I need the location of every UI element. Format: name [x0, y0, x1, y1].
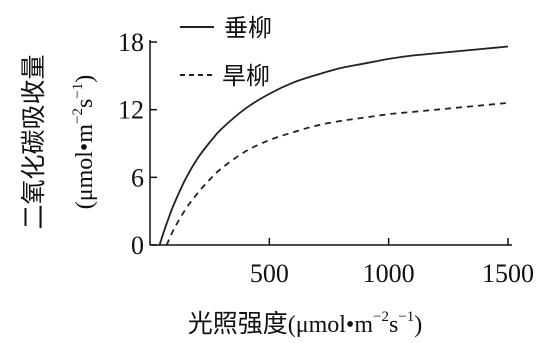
x-ticks: 500 1000 1500 — [250, 238, 534, 288]
series-line-1 — [158, 45, 509, 246]
x-unit-close: ) — [414, 312, 422, 338]
y-unit-sup2: −1 — [70, 83, 86, 99]
x-unit-sup1: −2 — [373, 309, 389, 325]
y-tick-label: 18 — [118, 28, 144, 57]
series-line-2 — [165, 102, 509, 246]
y-tick-label: 6 — [131, 163, 144, 192]
y-unit-mid: s — [72, 99, 98, 108]
y-tick-label: 0 — [131, 231, 144, 260]
y-axis-unit-group: (μmol•m−2s−1) — [70, 75, 98, 210]
x-unit-mid: s — [389, 312, 398, 338]
y-unit-sup1: −2 — [70, 108, 86, 124]
y-unit-close: ) — [72, 75, 98, 83]
y-axis-title-group: 二氧化碳吸收量 — [19, 54, 48, 229]
y-unit-base: (μmol•m — [72, 124, 98, 210]
x-title-text: 光照强度 — [188, 309, 288, 338]
y-axis-unit: (μmol•m−2s−1) — [70, 75, 98, 210]
x-unit-sup2: −1 — [398, 309, 414, 325]
x-tick-label: 500 — [250, 259, 289, 288]
y-ticks: 0 6 12 18 — [118, 28, 157, 260]
x-unit-base: (μmol•m — [288, 312, 374, 338]
y-axis-title: 二氧化碳吸收量 — [19, 54, 48, 229]
x-tick-label: 1500 — [482, 259, 534, 288]
axes — [149, 40, 512, 246]
x-tick-label: 1000 — [363, 259, 415, 288]
x-axis-title: 光照强度(μmol•m−2s−1) — [188, 309, 423, 338]
y-tick-label: 12 — [118, 96, 144, 125]
legend-label-series-2: 旱柳 — [222, 62, 270, 90]
series-layer — [158, 45, 509, 246]
legend-label-series-1: 垂柳 — [224, 14, 272, 42]
legend: 垂柳 旱柳 — [180, 14, 272, 90]
